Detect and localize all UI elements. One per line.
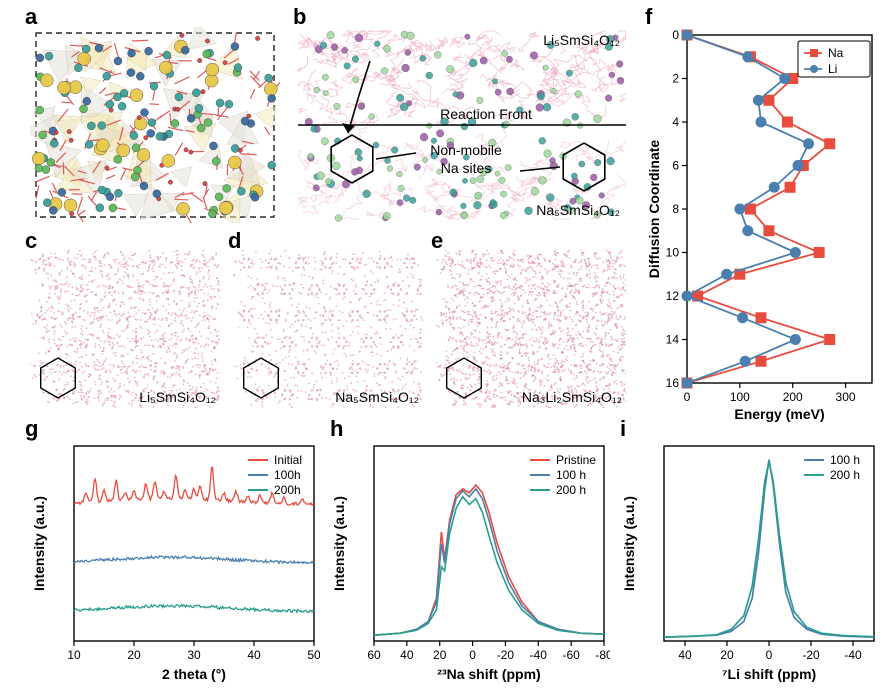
legend-entry: 100 h xyxy=(556,468,586,482)
nonmobile-label: Non-mobile xyxy=(430,142,502,158)
crystal-structure xyxy=(30,27,280,223)
xlabel: ⁷Li shift (ppm) xyxy=(722,666,816,682)
legend-entry: 100h xyxy=(274,468,301,482)
trajectory-reaction-front: Li₅SmSi₄O₁₂ Na₅SmSi₄O₁₂ Reaction Front Non-… xyxy=(298,27,626,223)
panel-h: 6040200-20-40-60-80²³Na shift (ppm)Inten… xyxy=(330,440,610,685)
legend-entry: Initial xyxy=(274,453,302,467)
panel-label-a: a xyxy=(25,4,37,30)
legend-entry: 200 h xyxy=(830,468,860,482)
trajectory-li5: Li₅SmSi₄O₁₂ xyxy=(30,250,220,408)
legend-entry: Na xyxy=(828,46,844,60)
na-nmr-plot: 6040200-20-40-60-80²³Na shift (ppm)Inten… xyxy=(330,440,610,685)
xlabel: ²³Na shift (ppm) xyxy=(437,666,540,682)
formula-bottom: Na₅SmSi₄O₁₂ xyxy=(536,202,620,218)
panel-label-g: g xyxy=(25,416,38,442)
xlabel: 2 theta (°) xyxy=(162,666,226,682)
trajectory-na3li2: Na₃Li₂SmSi₄O₁₂ xyxy=(436,250,626,408)
panel-i: 40200-20-40⁷Li shift (ppm)Intensity (a.u… xyxy=(620,440,880,685)
panel-label-d: d xyxy=(228,228,241,254)
ylabel: Intensity (a.u.) xyxy=(31,496,47,591)
panel-formula: Na₅SmSi₄O₁₂ xyxy=(335,389,419,405)
xlabel: Energy (meV) xyxy=(734,406,824,422)
li-nmr-plot: 40200-20-40⁷Li shift (ppm)Intensity (a.u… xyxy=(620,440,880,685)
panel-a xyxy=(30,27,280,223)
trajectory-na5: Na₅SmSi₄O₁₂ xyxy=(233,250,423,408)
ylabel: Diffusion Coordinate xyxy=(646,140,662,279)
panel-g: 10203040502 theta (°)Intensity (a.u.)Ini… xyxy=(30,440,320,685)
panel-e: Na₃Li₂SmSi₄O₁₂ xyxy=(436,250,626,408)
panel-label-h: h xyxy=(330,416,343,442)
panel-b: Li₅SmSi₄O₁₂ Na₅SmSi₄O₁₂ Reaction Front Non-… xyxy=(298,27,626,223)
na-sites-label: Na sites xyxy=(441,160,492,176)
energy-diffusion-plot: 01002003000246810121416Energy (meV)Diffu… xyxy=(645,27,880,427)
panel-c: Li₅SmSi₄O₁₂ xyxy=(30,250,220,408)
panel-formula: Na₃Li₂SmSi₄O₁₂ xyxy=(522,389,622,405)
legend-entry: Li xyxy=(828,62,837,76)
panel-label-f: f xyxy=(645,4,652,30)
ylabel: Intensity (a.u.) xyxy=(621,496,637,591)
ylabel: Intensity (a.u.) xyxy=(331,496,347,591)
legend-entry: Pristine xyxy=(556,453,596,467)
panel-d: Na₅SmSi₄O₁₂ xyxy=(233,250,423,408)
panel-formula: Li₅SmSi₄O₁₂ xyxy=(139,389,216,405)
legend-entry: 200 h xyxy=(556,483,586,497)
reaction-front-label: Reaction Front xyxy=(440,106,532,122)
legend-entry: 100 h xyxy=(830,453,860,467)
legend-entry: 200h xyxy=(274,483,301,497)
formula-top: Li₅SmSi₄O₁₂ xyxy=(543,32,620,48)
panel-label-c: c xyxy=(25,228,37,254)
panel-label-e: e xyxy=(431,228,443,254)
panel-f: 01002003000246810121416Energy (meV)Diffu… xyxy=(645,27,880,427)
panel-label-b: b xyxy=(293,4,306,30)
xrd-plot: 10203040502 theta (°)Intensity (a.u.)Ini… xyxy=(30,440,320,685)
panel-label-i: i xyxy=(620,416,626,442)
